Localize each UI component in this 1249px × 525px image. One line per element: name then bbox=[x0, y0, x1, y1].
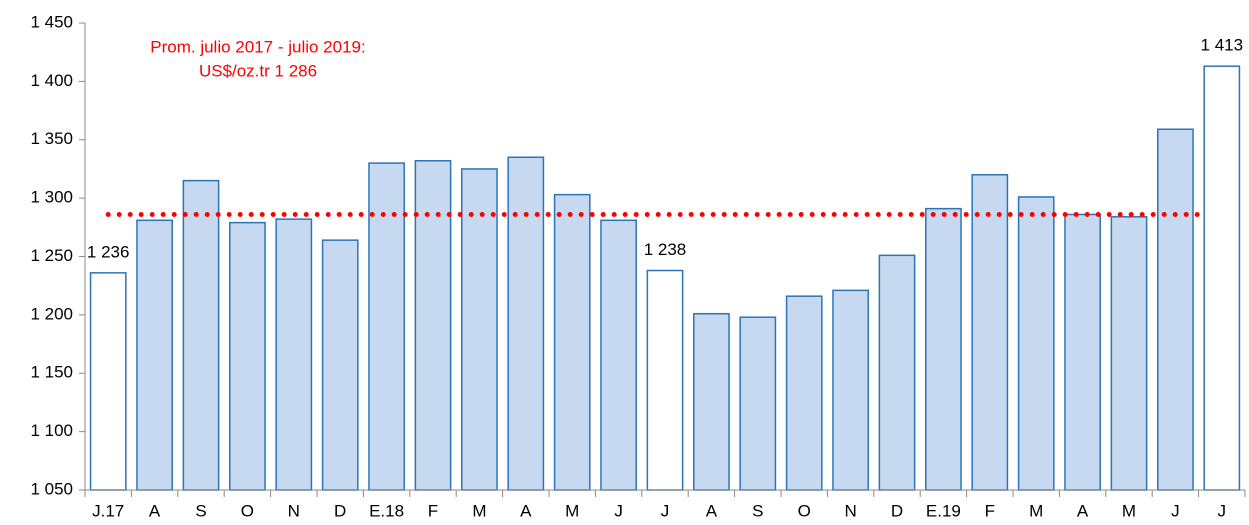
bar bbox=[368, 162, 405, 491]
x-tick-label: O bbox=[798, 501, 811, 520]
x-tick-label: J.17 bbox=[92, 501, 124, 520]
bar bbox=[507, 156, 545, 491]
x-tick-label: A bbox=[520, 501, 532, 520]
bar bbox=[1203, 65, 1241, 491]
bar bbox=[739, 316, 777, 491]
bar bbox=[553, 193, 591, 491]
x-tick-label: E.19 bbox=[926, 501, 961, 520]
x-tick-label: J bbox=[1171, 501, 1180, 520]
annotation: Prom. julio 2017 - julio 2019: bbox=[150, 37, 365, 56]
x-tick-label: F bbox=[428, 501, 438, 520]
x-tick-label: N bbox=[288, 501, 300, 520]
x-tick-label: A bbox=[1077, 501, 1089, 520]
bar bbox=[878, 254, 916, 491]
bar bbox=[600, 219, 637, 491]
bar bbox=[646, 269, 684, 491]
annotation: US$/oz.tr 1 286 bbox=[199, 61, 317, 80]
value-label: 1 238 bbox=[644, 240, 687, 259]
y-tick-label: 1 100 bbox=[30, 421, 73, 440]
bar bbox=[461, 168, 498, 491]
bar bbox=[321, 239, 359, 491]
bar bbox=[925, 207, 962, 491]
bar bbox=[832, 289, 869, 491]
bar bbox=[182, 179, 220, 491]
y-tick-label: 1 150 bbox=[30, 363, 73, 382]
bar bbox=[971, 174, 1009, 491]
x-tick-label: A bbox=[149, 501, 161, 520]
x-tick-label: S bbox=[752, 501, 763, 520]
x-tick-label: M bbox=[565, 501, 579, 520]
x-tick-label: N bbox=[844, 501, 856, 520]
y-tick-label: 1 400 bbox=[30, 71, 73, 90]
x-tick-label: M bbox=[1029, 501, 1043, 520]
x-tick-label: J bbox=[614, 501, 623, 520]
bar bbox=[89, 272, 127, 491]
bar bbox=[414, 160, 452, 491]
x-tick-label: J bbox=[661, 501, 670, 520]
value-label: 1 236 bbox=[87, 242, 130, 261]
x-tick-label: F bbox=[985, 501, 995, 520]
value-label: 1 413 bbox=[1201, 36, 1244, 55]
y-tick-label: 1 050 bbox=[30, 479, 73, 498]
y-tick-label: 1 300 bbox=[30, 188, 73, 207]
bar bbox=[136, 219, 173, 491]
bar bbox=[1064, 213, 1101, 491]
bar bbox=[785, 295, 823, 491]
x-tick-label: E.18 bbox=[369, 501, 404, 520]
x-tick-label: M bbox=[472, 501, 486, 520]
y-tick-label: 1 450 bbox=[30, 12, 73, 31]
y-tick-label: 1 200 bbox=[30, 304, 73, 323]
bar bbox=[1157, 128, 1194, 491]
bar bbox=[1017, 196, 1055, 491]
x-tick-label: A bbox=[706, 501, 718, 520]
x-tick-label: M bbox=[1122, 501, 1136, 520]
x-tick-label: J bbox=[1218, 501, 1227, 520]
bar bbox=[275, 218, 313, 491]
x-tick-label: D bbox=[891, 501, 903, 520]
bar bbox=[693, 312, 730, 491]
y-tick-label: 1 350 bbox=[30, 129, 73, 148]
x-tick-label: D bbox=[334, 501, 346, 520]
x-tick-label: O bbox=[241, 501, 254, 520]
bar bbox=[1110, 216, 1148, 491]
y-tick-label: 1 250 bbox=[30, 246, 73, 265]
bar bbox=[229, 221, 266, 491]
x-tick-label: S bbox=[195, 501, 206, 520]
